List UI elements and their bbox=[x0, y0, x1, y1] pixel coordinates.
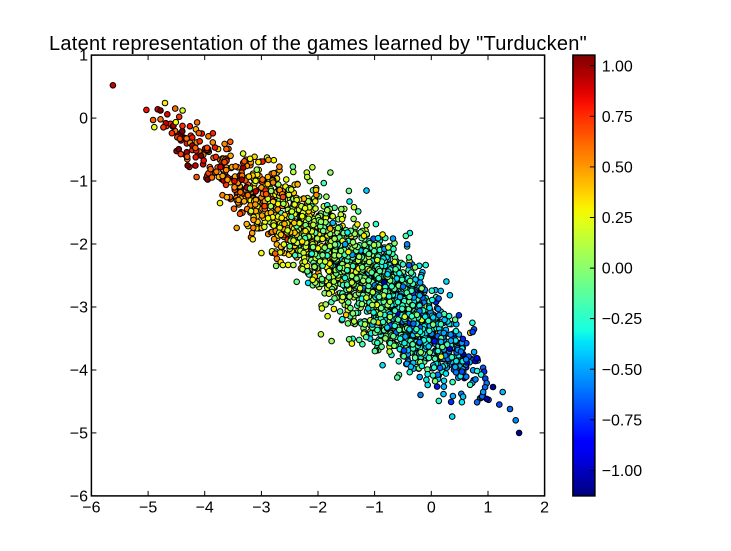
svg-text:−4: −4 bbox=[196, 500, 214, 517]
svg-text:−2: −2 bbox=[309, 500, 327, 517]
svg-text:−1: −1 bbox=[365, 500, 383, 517]
svg-text:−6: −6 bbox=[70, 489, 88, 506]
svg-text:−1: −1 bbox=[70, 174, 88, 191]
svg-text:0.75: 0.75 bbox=[602, 109, 633, 126]
svg-text:1.00: 1.00 bbox=[602, 58, 633, 75]
svg-text:−0.75: −0.75 bbox=[602, 412, 643, 429]
svg-text:0.00: 0.00 bbox=[602, 261, 633, 278]
svg-text:−3: −3 bbox=[70, 300, 88, 317]
svg-text:−6: −6 bbox=[82, 500, 100, 517]
svg-text:−3: −3 bbox=[252, 500, 270, 517]
svg-text:−5: −5 bbox=[70, 426, 88, 443]
svg-text:−0.25: −0.25 bbox=[602, 311, 643, 328]
svg-text:0.50: 0.50 bbox=[602, 160, 633, 177]
svg-text:0: 0 bbox=[427, 500, 436, 517]
svg-text:1: 1 bbox=[484, 500, 493, 517]
svg-text:0: 0 bbox=[79, 111, 88, 128]
svg-text:2: 2 bbox=[540, 500, 549, 517]
svg-text:0.25: 0.25 bbox=[602, 210, 633, 227]
svg-text:−4: −4 bbox=[70, 363, 88, 380]
svg-text:−0.50: −0.50 bbox=[602, 362, 643, 379]
svg-text:Latent representation of the g: Latent representation of the games learn… bbox=[49, 33, 587, 55]
svg-text:1: 1 bbox=[79, 48, 88, 65]
svg-text:−2: −2 bbox=[70, 237, 88, 254]
svg-text:−5: −5 bbox=[139, 500, 157, 517]
svg-text:−1.00: −1.00 bbox=[602, 463, 643, 480]
